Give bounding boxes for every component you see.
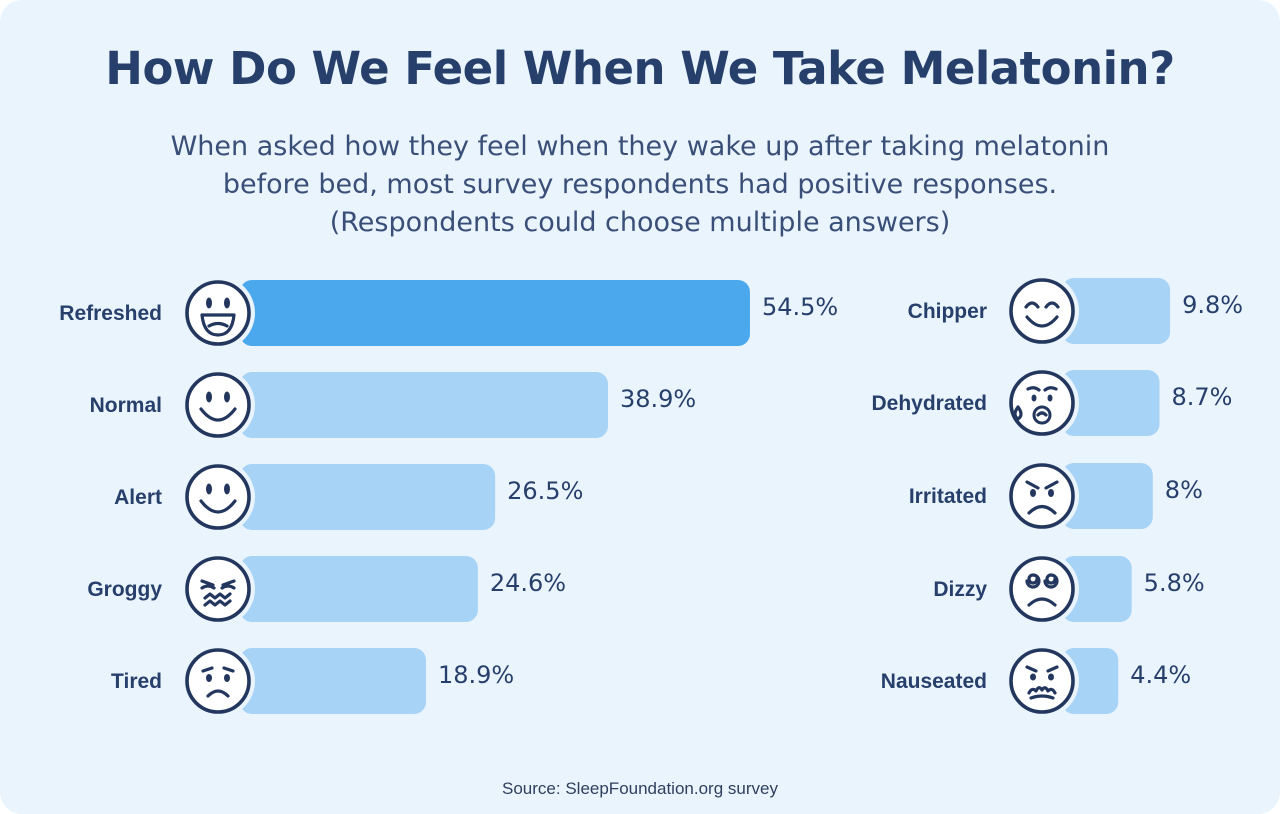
bar-nauseated — [1062, 648, 1119, 714]
value-label-alert: 26.5% — [507, 477, 583, 505]
value-label-nauseated: 4.4% — [1130, 661, 1191, 689]
value-label-groggy: 24.6% — [490, 569, 566, 597]
dizzy-face-icon — [1005, 552, 1079, 626]
nauseated-face-icon — [1005, 644, 1079, 718]
value-label-normal: 38.9% — [620, 385, 696, 413]
value-label-dehydrated: 8.7% — [1172, 383, 1233, 411]
grinning-face-icon — [181, 276, 255, 350]
bar-alert — [240, 464, 496, 530]
subtitle-line-1: When asked how they feel when they wake … — [170, 131, 1110, 162]
content-face-icon — [1005, 274, 1079, 348]
category-label-irritated: Irritated — [909, 485, 987, 508]
angry-face-icon — [1005, 459, 1079, 533]
category-label-groggy: Groggy — [87, 578, 162, 601]
category-label-tired: Tired — [111, 670, 162, 693]
source-note: Source: SleepFoundation.org survey — [502, 779, 778, 798]
smiling-face-icon — [181, 460, 255, 534]
groggy-face-icon — [181, 552, 255, 626]
smiling-face-icon — [181, 368, 255, 442]
bar-normal — [240, 372, 608, 438]
tired-face-icon — [181, 644, 255, 718]
chart-subtitle: When asked how they feel when they wake … — [0, 128, 1280, 242]
category-label-dehydrated: Dehydrated — [871, 392, 987, 415]
value-label-irritated: 8% — [1165, 476, 1203, 504]
bar-irritated — [1062, 463, 1153, 529]
subtitle-line-3: (Respondents could choose multiple answe… — [329, 207, 951, 238]
value-label-dizzy: 5.8% — [1144, 569, 1205, 597]
bar-groggy — [240, 556, 478, 622]
chart-title: How Do We Feel When We Take Melatonin? — [105, 42, 1175, 95]
bar-tired — [240, 648, 426, 714]
subtitle-line-2: before bed, most survey respondents had … — [222, 169, 1058, 200]
category-label-nauseated: Nauseated — [881, 670, 987, 693]
bar-refreshed — [240, 280, 750, 346]
value-label-chipper: 9.8% — [1182, 291, 1243, 319]
bar-chipper — [1062, 278, 1171, 344]
bar-dizzy — [1062, 556, 1132, 622]
category-label-refreshed: Refreshed — [59, 302, 162, 325]
sweating-face-icon — [1005, 366, 1079, 440]
category-label-normal: Normal — [90, 394, 162, 417]
category-label-dizzy: Dizzy — [933, 578, 987, 601]
bar-dehydrated — [1062, 370, 1160, 436]
value-label-tired: 18.9% — [438, 661, 514, 689]
category-label-chipper: Chipper — [908, 300, 987, 323]
value-label-refreshed: 54.5% — [762, 293, 838, 321]
category-label-alert: Alert — [114, 486, 162, 509]
